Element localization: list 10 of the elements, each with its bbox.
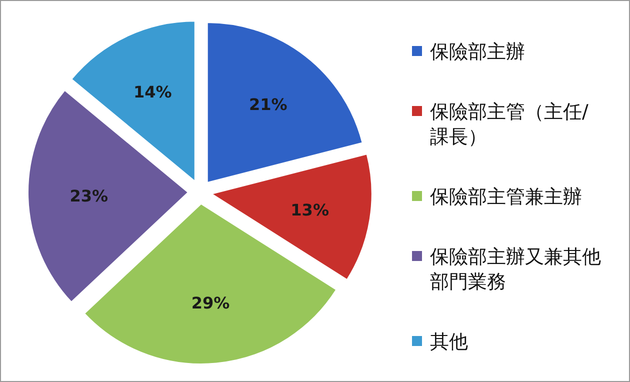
legend-label: 保險部主管（主任/課長） bbox=[430, 101, 589, 148]
legend-label: 保險部主辦又兼其他部門業務 bbox=[430, 246, 601, 293]
legend-label: 保險部主管兼主辦 bbox=[430, 186, 582, 208]
data-label: 13% bbox=[290, 200, 329, 220]
data-label: 14% bbox=[134, 82, 172, 102]
data-label: 23% bbox=[70, 186, 108, 206]
legend-label: 保險部主辦 bbox=[430, 41, 525, 63]
data-label: 29% bbox=[191, 294, 230, 313]
data-label: 21% bbox=[249, 95, 288, 114]
legend-label: 其他 bbox=[430, 331, 468, 353]
